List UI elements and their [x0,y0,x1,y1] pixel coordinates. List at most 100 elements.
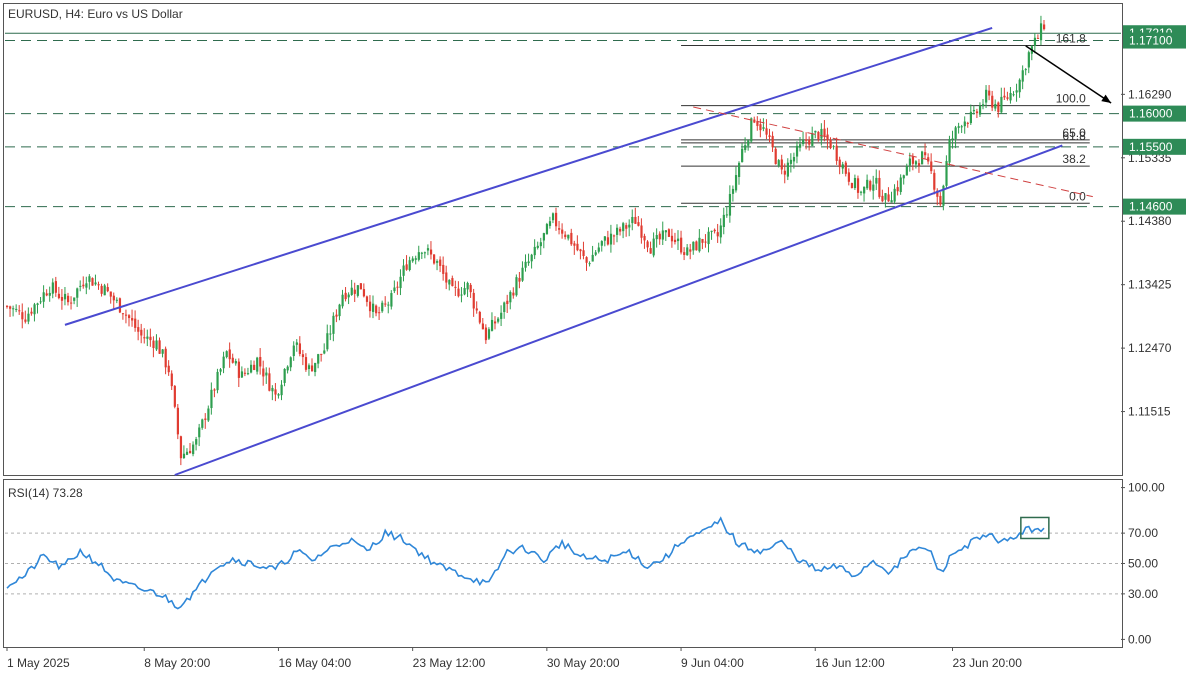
fibonacci-retracement: 161.8 100.0 61.865.0 38.2 0.0 [681,32,1090,204]
bear-candle [454,286,457,288]
bull-candle [317,354,320,364]
bull-candle [466,282,469,290]
bear-candle [881,195,884,202]
rsi-tick-label: 70.00 [1128,526,1158,540]
bull-candle [417,252,420,260]
bear-candle [759,124,762,131]
bear-candle [716,232,719,237]
price-tick-label: 1.11515 [1128,405,1171,419]
bear-candle [582,250,585,257]
bull-candle [408,260,411,270]
channel-lower-line [174,144,1063,476]
time-tick-label: 23 May 12:00 [413,656,486,670]
price-channel [64,26,1112,476]
time-axis: 1 May 2025 8 May 20:00 16 May 04:00 23 May … [6,647,1022,670]
bull-candle [728,194,732,216]
bull-candle [420,252,423,254]
bull-candle [265,372,268,376]
bull-candle [661,230,664,240]
bull-candle [280,384,283,396]
bull-candle [210,389,213,409]
bear-candle [570,232,573,245]
bear-candle [481,323,484,330]
bull-candle [811,133,814,146]
price-tick-label: 1.13425 [1128,278,1172,292]
bear-candle [170,373,173,387]
bear-candle [378,312,381,314]
bull-candle [908,158,911,166]
bull-candle [436,261,439,263]
bull-candle [350,287,353,295]
bull-candle [747,140,750,146]
bear-candle [768,135,771,137]
time-tick-label: 8 May 20:00 [144,656,210,670]
bull-candle [286,366,289,371]
time-tick-label: 16 Jun 12:00 [815,656,885,670]
bear-candle [362,289,366,297]
bull-candle [500,312,503,319]
bull-candle [722,214,725,228]
rsi-axis: 100.00 70.00 50.00 30.00 0.00 [1121,481,1165,646]
bull-candle [12,308,15,310]
bull-candle [652,238,655,256]
price-tick-label: 1.14380 [1128,214,1172,228]
bull-candle [963,121,966,127]
bear-candle [429,249,433,255]
bear-candle [445,272,448,283]
bear-candle [753,119,756,123]
bear-candle [152,340,155,349]
bull-candle [332,315,335,334]
bear-candle [109,291,112,297]
bear-candle [573,243,576,246]
bull-candle [969,111,972,124]
bear-candle [756,121,759,126]
bull-candle [198,427,201,438]
bear-candle [558,228,561,230]
bear-candle [512,292,515,296]
bear-candle [924,152,927,156]
bear-candle [433,254,436,264]
bull-candle [594,252,597,255]
bull-candle [609,233,613,245]
bull-candle [725,214,728,216]
bull-candle [27,313,30,322]
bear-candle [45,293,48,296]
bear-candle [704,241,707,243]
bull-candle [731,188,735,194]
bear-candle [70,302,73,304]
price-tick-label: 1.12470 [1128,341,1172,355]
bear-candle [91,278,94,286]
bear-candle [301,354,305,358]
bull-candle [536,245,539,248]
bear-candle [475,308,478,311]
bear-candle [121,313,125,315]
bull-candle [734,175,738,191]
bear-candle [625,225,628,229]
bear-candle [204,418,207,420]
projection-arrow-line [1025,45,1112,104]
bear-candle [131,318,134,321]
channel-upper-line [64,26,993,326]
bull-candle [820,128,823,139]
bull-candle [789,159,793,164]
bull-candle [88,276,91,282]
bear-candle [158,340,161,354]
bull-candle [799,144,802,148]
rsi-tick-label: 100.00 [1128,481,1165,495]
descending-trendline [693,106,1093,198]
price-badge [1123,198,1186,215]
fib-level-label: 65.0 [1062,126,1086,140]
bull-candle [271,387,274,392]
bull-candle [256,357,259,372]
bear-candle [667,229,671,237]
bull-candle [948,139,951,163]
bull-candle [411,258,414,262]
bull-candle [448,279,451,285]
bull-candle [664,230,667,233]
bull-candle [853,178,857,189]
bear-candle [494,321,497,324]
bear-candle [213,389,216,391]
bull-candle [530,254,533,262]
bull-candle [207,408,210,421]
